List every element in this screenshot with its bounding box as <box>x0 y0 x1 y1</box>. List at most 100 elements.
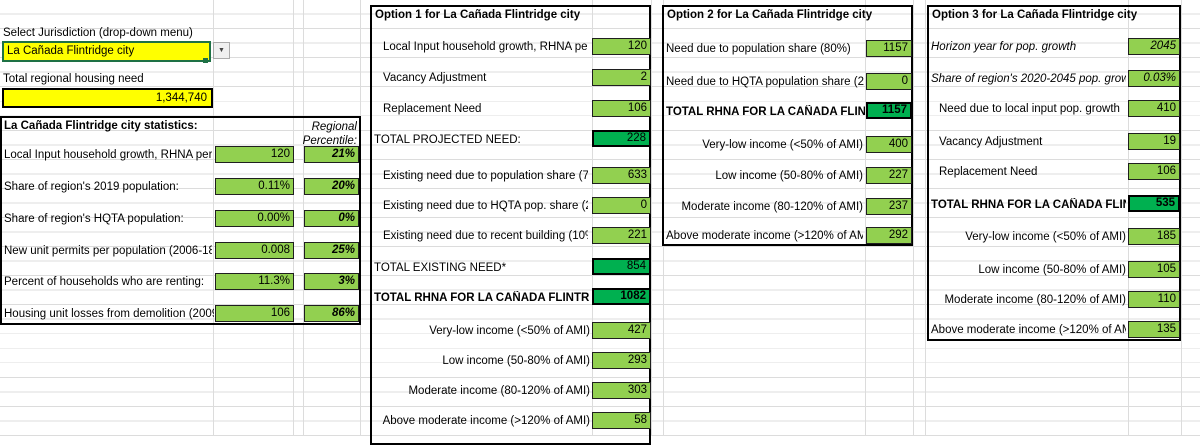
stat-label: Percent of households who are renting: <box>4 276 205 288</box>
option3-value-cell[interactable]: 19 <box>1128 133 1180 150</box>
stat-value-cell[interactable]: 11.3% <box>215 273 294 290</box>
option3-label: Replacement Need <box>939 166 1038 178</box>
option1-income-cell[interactable]: 293 <box>592 352 651 369</box>
gridline <box>651 0 652 436</box>
option1-value-cell[interactable]: 120 <box>592 38 651 55</box>
option1-income-label: Above moderate income (>120% of AMI) <box>382 415 590 427</box>
option1-income-cell[interactable]: 427 <box>592 322 651 339</box>
stat-percentile-cell[interactable]: 0% <box>304 210 359 227</box>
option1-label: TOTAL EXISTING NEED* <box>374 262 507 274</box>
option2-label: Need due to population share (80%) <box>666 43 851 55</box>
option2-panel <box>662 5 913 246</box>
total-regional-need-cell[interactable]: 1,344,740 <box>2 88 213 108</box>
gridline <box>592 0 593 436</box>
option2-income-label: Very-low income (<50% of AMI) <box>702 139 863 151</box>
option2-income-cell[interactable]: 237 <box>866 198 912 215</box>
stat-value-cell[interactable]: 0.11% <box>215 178 294 195</box>
option3-label: Horizon year for pop. growth <box>931 41 1077 53</box>
option1-label: Existing need due to HQTA pop. share (20… <box>383 200 588 212</box>
gridline <box>303 0 304 436</box>
option1-title: Option 1 for La Cañada Flintridge city <box>375 9 581 21</box>
option3-panel <box>927 5 1181 341</box>
gridline <box>1128 0 1129 436</box>
stat-label: Share of region's HQTA population: <box>4 213 184 225</box>
option2-title: Option 2 for La Cañada Flintridge city <box>667 9 873 21</box>
option3-label: Need due to local input pop. growth <box>939 103 1120 115</box>
gridline <box>913 0 914 436</box>
statistics-panel-title: La Cañada Flintridge city statistics: <box>4 120 198 132</box>
option1-income-label: Very-low income (<50% of AMI) <box>429 325 590 337</box>
stat-label: Share of region's 2019 population: <box>4 181 179 193</box>
option3-income-label: Low income (50-80% of AMI) <box>978 264 1126 276</box>
percentile-header-line1: Regional <box>311 121 357 133</box>
option2-income-label: Low income (50-80% of AMI) <box>715 170 863 182</box>
chevron-down-icon: ▼ <box>218 47 225 54</box>
option1-income-label: Low income (50-80% of AMI) <box>442 355 590 367</box>
option1-value-cell[interactable]: 633 <box>592 167 651 184</box>
stat-percentile-cell[interactable]: 25% <box>304 242 359 259</box>
option3-label: Share of region's 2020-2045 pop. growth <box>931 73 1126 85</box>
option1-label: Existing need due to population share (7… <box>383 170 588 182</box>
dropdown-arrow-button[interactable]: ▼ <box>213 42 230 59</box>
option3-value-cell[interactable]: 0.03% <box>1128 70 1180 87</box>
jurisdiction-dropdown-cell[interactable]: La Cañada Flintridge city <box>2 41 211 62</box>
option3-total-rhna-cell[interactable]: 535 <box>1128 195 1180 212</box>
option2-value-cell[interactable]: 1157 <box>866 40 912 57</box>
gridline <box>925 0 926 436</box>
option1-value-cell[interactable]: 2 <box>592 69 651 86</box>
option2-total-rhna-cell[interactable]: 1157 <box>866 102 912 119</box>
option1-total-rhna-label: TOTAL RHNA FOR LA CAÑADA FLINTRIDGE CITY <box>374 292 590 304</box>
option1-total-existing-cell[interactable]: 854 <box>592 258 651 275</box>
option3-total-rhna-label: TOTAL RHNA FOR LA CAÑADA FLINTRIDGE CITY <box>931 199 1126 211</box>
option3-value-cell[interactable]: 2045 <box>1128 38 1180 55</box>
option1-label: Vacancy Adjustment <box>383 72 487 84</box>
option1-value-cell[interactable]: 221 <box>592 227 651 244</box>
stat-percentile-cell[interactable]: 86% <box>304 305 359 322</box>
gridline <box>213 0 214 436</box>
option1-label: TOTAL PROJECTED NEED: <box>374 134 521 146</box>
option2-income-label: Moderate income (80-120% of AMI) <box>681 201 863 213</box>
option3-income-cell[interactable]: 185 <box>1128 228 1180 245</box>
stat-label: Local Input household growth, RHNA perio… <box>4 149 212 161</box>
option3-income-cell[interactable]: 110 <box>1128 291 1180 308</box>
stat-percentile-cell[interactable]: 20% <box>304 178 359 195</box>
select-jurisdiction-label: Select Jurisdiction (drop-down menu) <box>3 27 193 39</box>
percentile-header-line2: Percentile: <box>302 135 357 147</box>
option1-label: Local Input household growth, RHNA perio… <box>383 41 588 53</box>
option2-income-label: Above moderate income (>120% of AMI) <box>666 230 863 242</box>
gridline <box>1181 0 1182 436</box>
option2-income-cell[interactable]: 292 <box>866 227 912 244</box>
option1-label: Replacement Need <box>383 103 482 115</box>
stat-value-cell[interactable]: 0.008 <box>215 242 294 259</box>
option1-income-label: Moderate income (80-120% of AMI) <box>408 385 590 397</box>
stat-value-cell[interactable]: 0.00% <box>215 210 294 227</box>
stat-percentile-cell[interactable]: 3% <box>304 273 359 290</box>
stat-label: Housing unit losses from demolition (200… <box>4 308 214 320</box>
option3-value-cell[interactable]: 410 <box>1128 100 1180 117</box>
stat-label: New unit permits per population (2006-18… <box>4 245 212 257</box>
gridline <box>865 0 866 436</box>
stat-value-cell[interactable]: 106 <box>215 305 294 322</box>
option3-label: Vacancy Adjustment <box>939 136 1043 148</box>
option3-income-cell[interactable]: 105 <box>1128 261 1180 278</box>
option2-income-cell[interactable]: 400 <box>866 136 912 153</box>
statistics-panel <box>0 116 361 325</box>
option1-income-cell[interactable]: 303 <box>592 382 651 399</box>
option1-income-cell[interactable]: 58 <box>592 412 651 429</box>
stat-value-cell[interactable]: 120 <box>215 146 294 163</box>
stat-percentile-cell[interactable]: 21% <box>304 146 359 163</box>
option1-label: Existing need due to recent building (10… <box>383 230 588 242</box>
option1-value-cell[interactable]: 106 <box>592 100 651 117</box>
option2-income-cell[interactable]: 227 <box>866 167 912 184</box>
option1-total-projected-cell[interactable]: 228 <box>592 130 651 147</box>
option1-total-rhna-cell[interactable]: 1082 <box>592 288 651 305</box>
selection-fill-handle[interactable] <box>203 58 208 63</box>
option3-value-cell[interactable]: 106 <box>1128 163 1180 180</box>
option1-value-cell[interactable]: 0 <box>592 197 651 214</box>
option3-income-cell[interactable]: 135 <box>1128 321 1180 338</box>
total-need-label: Total regional housing need <box>3 73 144 85</box>
option3-income-label: Moderate income (80-120% of AMI) <box>944 294 1126 306</box>
option3-income-label: Above moderate income (>120% of AMI) <box>931 324 1126 336</box>
option2-value-cell[interactable]: 0 <box>866 73 912 90</box>
option3-title: Option 3 for La Cañada Flintridge city <box>932 9 1138 21</box>
